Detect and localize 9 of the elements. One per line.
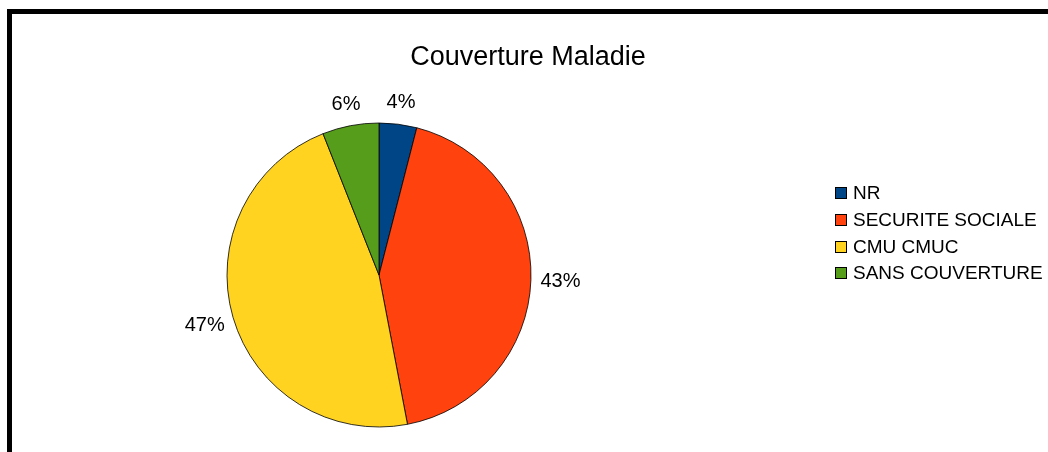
legend-label: SECURITE SOCIALE	[853, 209, 1037, 232]
legend-label: SANS COUVERTURE	[853, 262, 1043, 285]
data-label: 47%	[184, 312, 225, 335]
data-label: 6%	[331, 92, 361, 115]
legend-label: CMU CMUC	[853, 235, 959, 258]
chart-title: Couverture Maladie	[409, 40, 647, 72]
data-label: 4%	[386, 90, 416, 113]
legend-label: NR	[853, 182, 881, 205]
data-label: 43%	[540, 269, 581, 292]
